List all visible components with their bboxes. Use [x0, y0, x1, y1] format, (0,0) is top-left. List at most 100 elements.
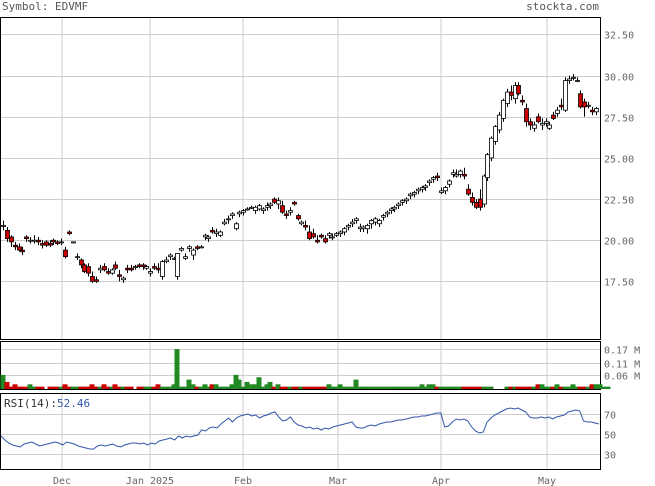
x-tick: Dec [53, 476, 71, 486]
candle-body [447, 180, 452, 185]
candle [315, 235, 320, 244]
candle-body [532, 124, 537, 129]
candle-body [276, 200, 281, 205]
volume-bar [527, 386, 533, 389]
candle [408, 192, 413, 200]
candle [79, 258, 84, 269]
candle-body [288, 210, 293, 213]
volume-bar [341, 386, 347, 389]
candle [117, 269, 122, 282]
candle [203, 233, 208, 241]
candle [334, 232, 339, 237]
candle-body [203, 234, 208, 238]
volume-bar [597, 384, 603, 389]
source-label[interactable]: stockta.com [526, 0, 599, 13]
volume-bar [574, 386, 580, 389]
volume-bar [248, 384, 254, 389]
volume-bar [442, 386, 448, 389]
candle-body [125, 267, 130, 271]
volume-bar [593, 384, 599, 389]
candle [284, 210, 289, 219]
candle-body [323, 238, 328, 243]
volume-bar [605, 386, 611, 389]
volume-bars [0, 349, 611, 389]
volume-bar [465, 386, 471, 389]
candle-body [110, 269, 115, 274]
candle-body [451, 172, 456, 175]
candle-body [497, 114, 502, 131]
candle-body [24, 236, 29, 239]
volume-bar [302, 386, 308, 389]
volume-bar [481, 386, 487, 389]
candle-body [400, 200, 405, 203]
candle [292, 200, 297, 206]
candle [458, 169, 463, 178]
candle-body [17, 246, 22, 251]
candle [36, 236, 41, 246]
candle [482, 174, 487, 208]
volume-bar [217, 386, 223, 389]
candle [129, 264, 134, 272]
volume-bar [504, 386, 510, 389]
candle [59, 238, 64, 246]
candle-body [474, 201, 479, 208]
volume-bar [407, 386, 413, 389]
candle [431, 176, 436, 183]
candle [447, 179, 452, 188]
volume-bar [531, 386, 537, 389]
candle [536, 113, 541, 124]
candle-body [404, 198, 409, 202]
volume-bar [27, 384, 33, 389]
volume-bar [256, 377, 262, 389]
volume-bar [213, 384, 219, 389]
candle-body [365, 225, 370, 230]
candle [168, 253, 173, 260]
volume-bar [4, 381, 10, 389]
volume-bar [287, 386, 293, 389]
volume-bar [364, 386, 370, 389]
candle [148, 268, 153, 277]
volume-bar [116, 386, 122, 389]
volume-bar [438, 386, 444, 389]
candle-body [578, 93, 583, 108]
volume-bar [174, 349, 180, 389]
candle-body [520, 99, 525, 103]
candle [179, 246, 184, 252]
volume-bar [194, 386, 200, 389]
candle-body [98, 267, 103, 271]
candle [152, 263, 157, 270]
candle [9, 235, 14, 247]
candle-body [164, 259, 169, 263]
volume-bar [97, 386, 103, 389]
volume-bar [384, 386, 390, 389]
volume-bar [151, 386, 157, 389]
volume-bar [419, 384, 425, 389]
candle [392, 205, 397, 213]
candle-body [187, 246, 192, 249]
candle [299, 220, 304, 226]
candle [191, 248, 196, 260]
volume-bar [233, 374, 239, 389]
volume-bar [291, 386, 297, 389]
candle-body [303, 225, 308, 228]
volume-bar [147, 386, 153, 389]
candle [218, 230, 223, 237]
candle-body [381, 215, 386, 218]
volume-bar [171, 384, 177, 389]
volume-bar [380, 386, 386, 389]
x-tick: Apr [432, 476, 450, 486]
volume-bar [457, 386, 463, 389]
candle [555, 106, 560, 117]
candle-body [86, 266, 91, 274]
candle-body [567, 78, 572, 81]
candle [454, 169, 459, 178]
candle [133, 264, 138, 270]
candle [338, 230, 343, 237]
candle [516, 82, 521, 96]
candle-body [59, 241, 64, 244]
volume-bar [105, 386, 111, 389]
candle-body [458, 170, 463, 175]
candle [493, 125, 498, 145]
candle [520, 95, 525, 106]
candle-body [396, 203, 401, 207]
